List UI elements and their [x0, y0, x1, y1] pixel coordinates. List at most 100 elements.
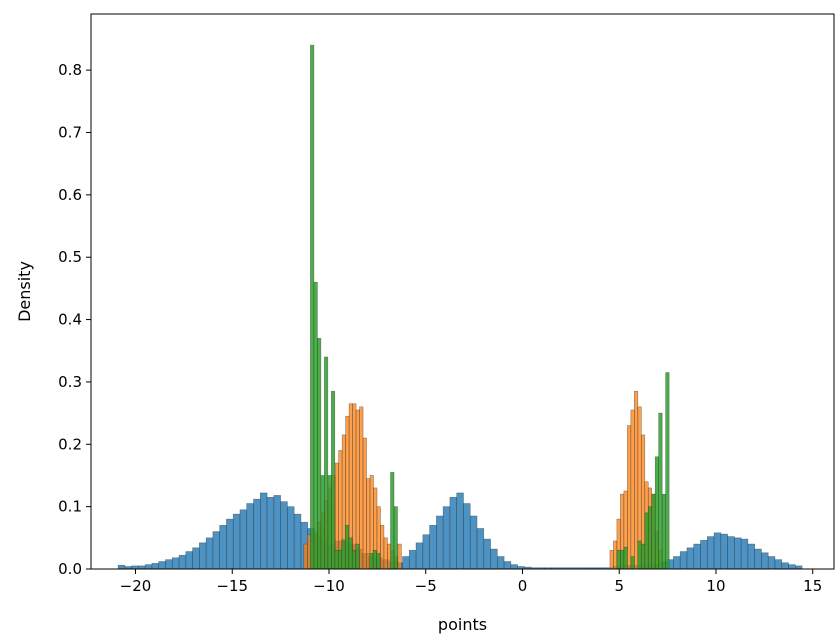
histogram-bar: [422, 534, 430, 570]
histogram-series-1: [117, 492, 803, 570]
histogram-bar: [634, 390, 639, 570]
histogram-bar: [324, 356, 329, 570]
histogram-bar: [665, 372, 670, 570]
histogram-bar: [673, 556, 681, 570]
histogram-bar: [390, 472, 395, 570]
histogram-bar: [165, 559, 173, 570]
histogram-bar: [303, 543, 308, 570]
histogram-bar: [348, 537, 353, 570]
histogram-bar: [647, 506, 653, 570]
histogram-bar: [380, 525, 385, 570]
histogram-bar: [679, 551, 688, 570]
histogram-bar: [469, 515, 478, 570]
histogram-bar: [185, 551, 193, 570]
x-tick-label: −20: [120, 577, 152, 595]
histogram-bar: [158, 561, 166, 570]
histogram-bar: [144, 564, 153, 570]
histogram-bar: [327, 475, 332, 570]
histogram-bar: [483, 538, 491, 570]
x-tick-label: 15: [803, 577, 822, 595]
histogram-bar: [246, 503, 254, 570]
histogram-bar: [767, 556, 776, 570]
histogram-series-3: [310, 44, 670, 570]
histogram-bar: [355, 543, 360, 570]
histogram-bar: [476, 528, 485, 570]
histogram-bar: [623, 546, 628, 570]
histogram-bar: [620, 549, 625, 570]
histogram-bar: [344, 525, 350, 570]
histogram-bar: [402, 556, 410, 570]
histogram-bar: [497, 556, 505, 570]
histogram-bar: [490, 548, 498, 570]
histogram-bar: [706, 536, 715, 570]
histogram-bar: [313, 281, 318, 570]
histogram-bar: [616, 549, 621, 570]
histogram-bar: [239, 509, 248, 570]
histogram-bar: [761, 552, 769, 570]
histogram-bar: [266, 496, 275, 570]
y-axis-label: Density: [15, 261, 34, 322]
histogram-bar: [369, 553, 374, 570]
x-axis: −20 −15 −10 −5 0 5 10 15: [120, 569, 822, 595]
histogram-bar: [693, 543, 701, 570]
y-tick-label: 0.0: [58, 560, 82, 578]
histogram-bar: [686, 547, 695, 570]
histogram-bar: [232, 513, 241, 570]
histogram-bar: [259, 492, 268, 570]
histogram-bar: [630, 556, 635, 570]
x-tick-label: 10: [706, 577, 725, 595]
histogram-bar: [341, 540, 346, 570]
histogram-bar: [117, 564, 126, 570]
y-tick-label: 0.7: [58, 123, 82, 141]
y-tick-label: 0.8: [58, 61, 82, 79]
y-axis: 0.0 0.1 0.2 0.3 0.4 0.5 0.6 0.7 0.8: [58, 61, 91, 578]
histogram-bar: [644, 512, 649, 570]
histogram-bar: [630, 409, 635, 570]
histogram-bar: [654, 456, 659, 570]
histogram-bar: [178, 554, 187, 570]
histogram-bar: [151, 563, 160, 570]
histogram-bar: [788, 564, 796, 570]
histogram-bar: [436, 515, 444, 570]
histogram-bar: [449, 496, 457, 570]
histogram-bar: [372, 549, 377, 570]
y-tick-label: 0.1: [58, 498, 82, 516]
y-tick-label: 0.2: [58, 435, 82, 453]
histogram-bar: [415, 542, 424, 570]
histogram-bar: [337, 549, 343, 570]
x-tick-label: 5: [614, 577, 624, 595]
histogram-bar: [408, 549, 417, 570]
histogram-bar: [287, 506, 295, 570]
histogram-bar: [334, 549, 339, 570]
histogram-bar: [774, 559, 783, 570]
histogram-bar: [442, 506, 451, 570]
histogram-bar: [192, 547, 200, 570]
histogram-bar: [393, 506, 398, 570]
histogram-bar: [171, 557, 180, 570]
histogram-bar: [754, 548, 762, 570]
histogram-bar: [226, 518, 234, 570]
histogram-bar: [781, 562, 789, 570]
histogram-bar: [658, 412, 663, 570]
y-tick-label: 0.5: [58, 248, 82, 266]
histogram-bar: [219, 525, 227, 570]
histogram-bar: [661, 493, 666, 570]
histogram-bar: [700, 540, 708, 570]
histogram-bar: [747, 543, 755, 570]
histogram-bar: [456, 492, 464, 570]
x-tick-label: −10: [313, 577, 345, 595]
histogram-bar: [212, 531, 220, 570]
y-tick-label: 0.6: [58, 186, 82, 204]
histogram-bar: [280, 501, 288, 570]
histogram-bar: [637, 540, 642, 570]
histogram-bar: [317, 337, 322, 570]
histogram-bar: [273, 495, 281, 570]
histogram-bar: [293, 513, 302, 570]
histogram-bar: [503, 561, 512, 570]
histogram-bar: [331, 390, 336, 570]
histogram-bar: [640, 543, 646, 570]
histogram-bar: [727, 536, 735, 570]
y-tick-label: 0.4: [58, 311, 82, 329]
histogram-bar: [734, 537, 742, 570]
x-tick-label: −15: [216, 577, 248, 595]
